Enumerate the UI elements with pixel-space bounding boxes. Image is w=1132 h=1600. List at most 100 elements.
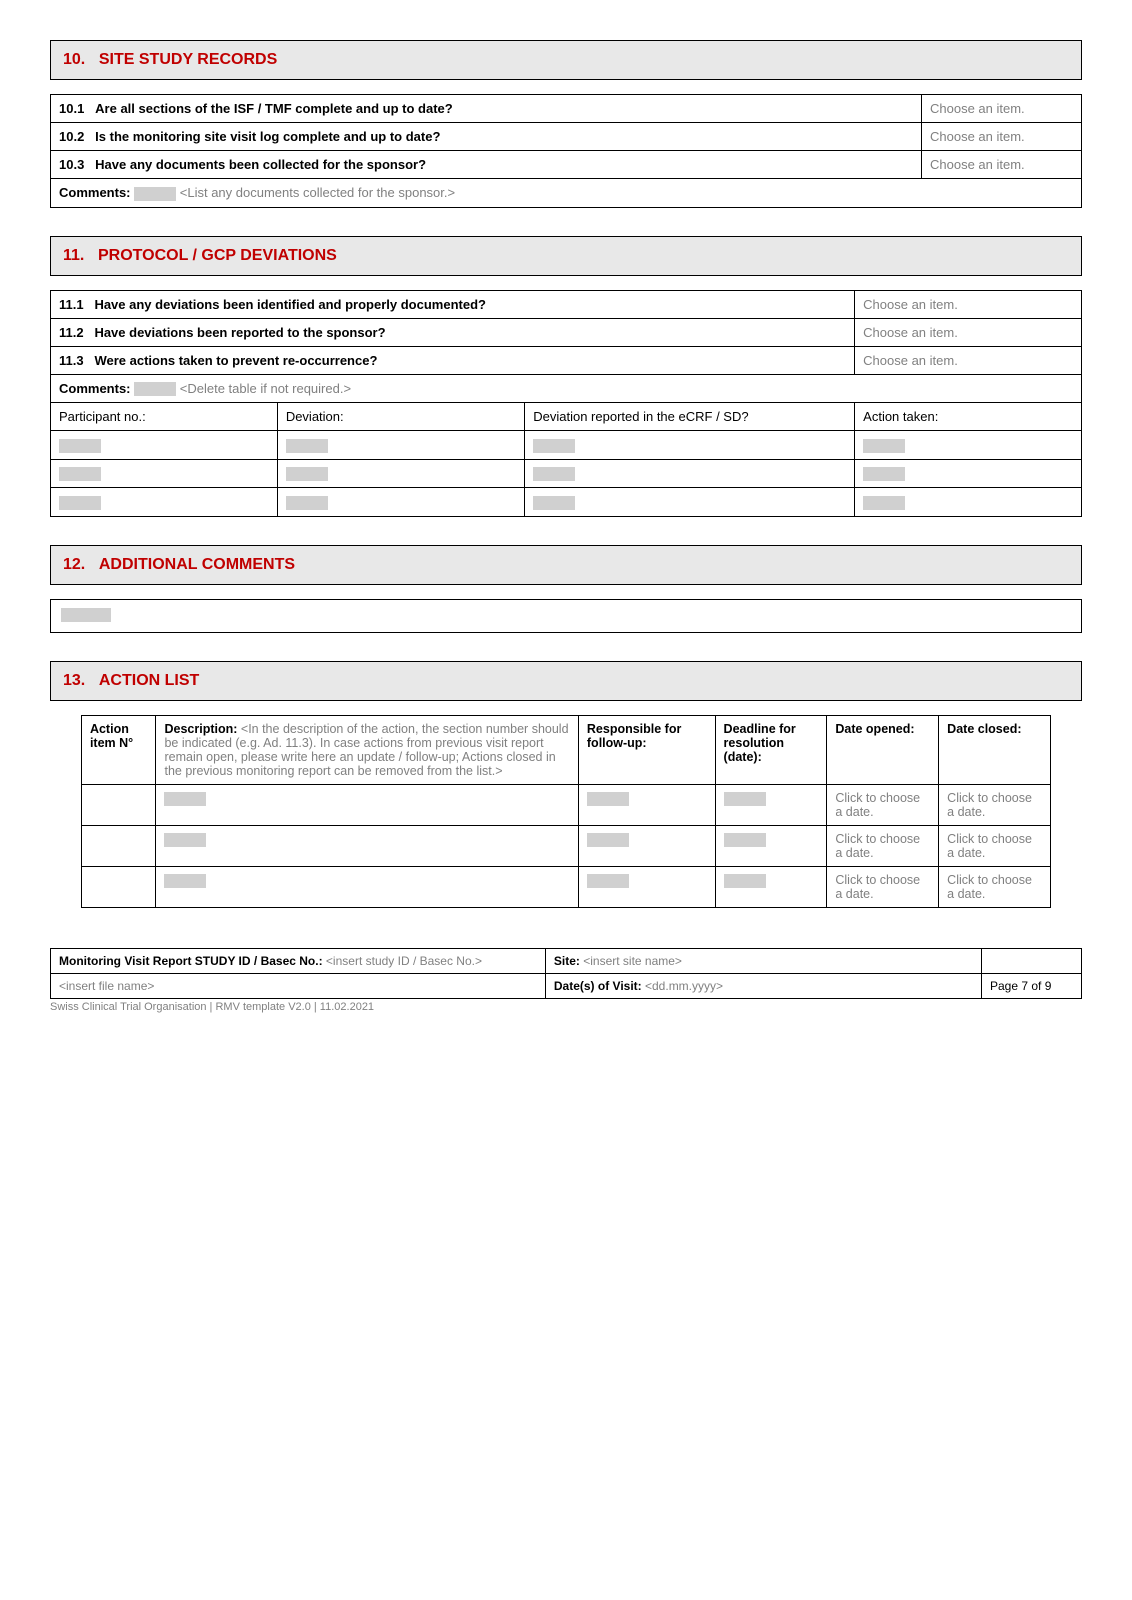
placeholder-chip[interactable] (533, 439, 575, 453)
placeholder-chip[interactable] (587, 874, 629, 888)
section-11-title: PROTOCOL / GCP DEVIATIONS (98, 247, 337, 264)
placeholder-chip[interactable] (724, 833, 766, 847)
row-question: Were actions taken to prevent re-occurre… (94, 353, 377, 368)
section-11-banner: 11. PROTOCOL / GCP DEVIATIONS (50, 236, 1082, 276)
action-list-table: Action item N° Description: <In the desc… (81, 715, 1051, 908)
section-12-num: 12. (63, 556, 85, 573)
choice-cell[interactable]: Choose an item. (922, 95, 1082, 123)
footer: Monitoring Visit Report STUDY ID / Basec… (50, 948, 1082, 1013)
header-responsible: Responsible for follow-up: (587, 722, 681, 750)
placeholder-chip[interactable] (863, 439, 905, 453)
placeholder-chip[interactable] (59, 439, 101, 453)
comments-row: Comments: <List any documents collected … (51, 179, 1082, 208)
section-11-table: 11.1 Have any deviations been identified… (50, 290, 1082, 517)
row-question: Is the monitoring site visit log complet… (95, 129, 440, 144)
footer-monitor-label: Monitoring Visit Report STUDY ID / Basec… (59, 954, 326, 968)
deviation-header-row: Participant no.: Deviation: Deviation re… (51, 403, 1082, 431)
choice-cell[interactable]: Choose an item. (922, 151, 1082, 179)
row-num: 11.1 (59, 297, 84, 312)
placeholder-chip[interactable] (134, 187, 176, 201)
choice-cell[interactable]: Choose an item. (922, 123, 1082, 151)
section-10-num: 10. (63, 51, 85, 68)
section-10-banner: 10. SITE STUDY RECORDS (50, 40, 1082, 80)
footer-note: Swiss Clinical Trial Organisation | RMV … (50, 1001, 1082, 1013)
table-row: 10.1 Are all sections of the ISF / TMF c… (51, 95, 1082, 123)
choice-cell[interactable]: Choose an item. (855, 346, 1082, 374)
table-row: 11.1 Have any deviations been identified… (51, 290, 1082, 318)
date-opened-cell[interactable]: Click to choose a date. (827, 784, 939, 825)
date-closed-cell[interactable]: Click to choose a date. (939, 784, 1051, 825)
date-opened-cell[interactable]: Click to choose a date. (827, 825, 939, 866)
placeholder-chip[interactable] (59, 496, 101, 510)
section-10-title: SITE STUDY RECORDS (99, 51, 277, 68)
placeholder-chip[interactable] (286, 496, 328, 510)
placeholder-chip[interactable] (164, 792, 206, 806)
comments-hint: <Delete table if not required.> (180, 381, 351, 396)
header-closed: Date closed: (947, 722, 1021, 736)
section-10-table: 10.1 Are all sections of the ISF / TMF c… (50, 94, 1082, 208)
placeholder-chip[interactable] (61, 608, 111, 622)
header-opened: Date opened: (835, 722, 914, 736)
footer-site-hint: <insert site name> (583, 954, 682, 968)
placeholder-chip[interactable] (164, 874, 206, 888)
placeholder-chip[interactable] (724, 792, 766, 806)
comments-label: Comments: (59, 381, 131, 396)
comments-hint: <List any documents collected for the sp… (180, 185, 455, 200)
deviation-row (51, 459, 1082, 488)
row-question: Have deviations been reported to the spo… (94, 325, 385, 340)
dev-header-participant: Participant no.: (51, 403, 278, 431)
row-num: 10.2 (59, 129, 84, 144)
section-12-title: ADDITIONAL COMMENTS (99, 556, 295, 573)
comments-label: Comments: (59, 185, 131, 200)
header-action: Action item N° (90, 722, 133, 750)
placeholder-chip[interactable] (164, 833, 206, 847)
section-12-body[interactable] (50, 599, 1082, 633)
section-13-num: 13. (63, 672, 85, 689)
deviation-row (51, 488, 1082, 517)
placeholder-chip[interactable] (863, 467, 905, 481)
row-question: Have any documents been collected for th… (95, 157, 426, 172)
dev-header-action: Action taken: (855, 403, 1082, 431)
date-closed-cell[interactable]: Click to choose a date. (939, 825, 1051, 866)
table-row: 11.3 Were actions taken to prevent re-oc… (51, 346, 1082, 374)
action-list-header: Action item N° Description: <In the desc… (81, 715, 1050, 784)
footer-site-label: Site: (554, 954, 583, 968)
placeholder-chip[interactable] (286, 439, 328, 453)
placeholder-chip[interactable] (533, 467, 575, 481)
choice-cell[interactable]: Choose an item. (855, 290, 1082, 318)
deviation-row (51, 431, 1082, 460)
placeholder-chip[interactable] (587, 833, 629, 847)
header-deadline: Deadline for resolution (date): (724, 722, 796, 764)
date-opened-cell[interactable]: Click to choose a date. (827, 866, 939, 907)
choice-cell[interactable]: Choose an item. (855, 318, 1082, 346)
placeholder-chip[interactable] (286, 467, 328, 481)
footer-monitor-hint: <insert study ID / Basec No.> (326, 954, 482, 968)
row-question: Have any deviations been identified and … (94, 297, 486, 312)
section-12-banner: 12. ADDITIONAL COMMENTS (50, 545, 1082, 585)
footer-row-2: <insert file name> Date(s) of Visit: <dd… (51, 973, 1082, 998)
date-closed-cell[interactable]: Click to choose a date. (939, 866, 1051, 907)
placeholder-chip[interactable] (59, 467, 101, 481)
row-num: 11.3 (59, 353, 84, 368)
placeholder-chip[interactable] (533, 496, 575, 510)
footer-date-hint: <dd.mm.yyyy> (645, 979, 723, 993)
row-question: Are all sections of the ISF / TMF comple… (95, 101, 453, 116)
footer-page: Page 7 of 9 (982, 973, 1082, 998)
footer-table: Monitoring Visit Report STUDY ID / Basec… (50, 948, 1082, 999)
dev-header-reported: Deviation reported in the eCRF / SD? (525, 403, 855, 431)
section-13-banner: 13. ACTION LIST (50, 661, 1082, 701)
dev-header-deviation: Deviation: (277, 403, 524, 431)
row-num: 10.1 (59, 101, 84, 116)
comments-row: Comments: <Delete table if not required.… (51, 374, 1082, 403)
placeholder-chip[interactable] (863, 496, 905, 510)
section-11-num: 11. (63, 247, 84, 264)
placeholder-chip[interactable] (587, 792, 629, 806)
placeholder-chip[interactable] (724, 874, 766, 888)
footer-file-hint: <insert file name> (51, 973, 546, 998)
action-row: Click to choose a date. Click to choose … (81, 784, 1050, 825)
footer-row-1: Monitoring Visit Report STUDY ID / Basec… (51, 948, 1082, 973)
footer-date-label: Date(s) of Visit: (554, 979, 645, 993)
header-desc-label: Description: (164, 722, 240, 736)
placeholder-chip[interactable] (134, 382, 176, 396)
table-row: 10.3 Have any documents been collected f… (51, 151, 1082, 179)
